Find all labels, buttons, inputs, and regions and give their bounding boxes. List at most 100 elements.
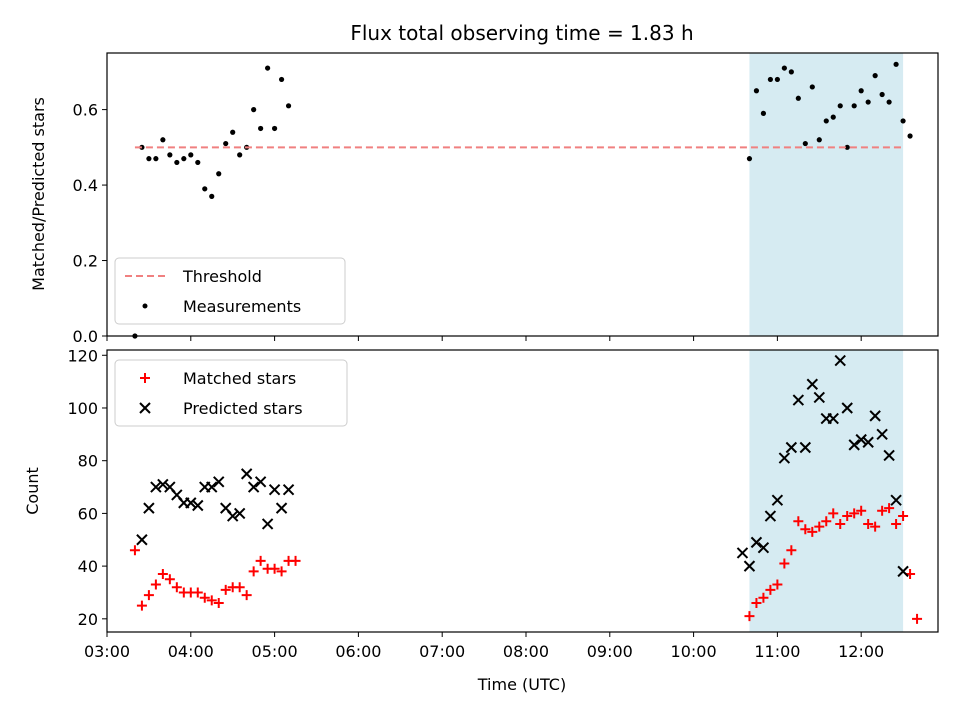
predicted-star-point: [848, 439, 860, 451]
bottom-x-tick-label: 12:00: [838, 642, 884, 661]
bottom-x-tick-label: 10:00: [671, 642, 717, 661]
matched-star-point: [751, 598, 762, 609]
measurement-point: [153, 156, 159, 162]
bottom-legend-box: [114, 359, 348, 427]
legend-measurements-swatch: [142, 303, 148, 309]
measurement-point: [278, 76, 285, 83]
top-legend: Threshold Measurements: [114, 257, 346, 325]
chart-title: Flux total observing time = 1.83 h: [350, 21, 693, 45]
measurement-point: [795, 95, 801, 101]
bottom-x-tick-label: 08:00: [503, 642, 549, 661]
bottom-y-ticks: 20 40 60 80 100 120: [67, 346, 107, 629]
measurement-point: [202, 186, 208, 192]
x-axis-label: Time (UTC): [477, 675, 566, 694]
predicted-star-point: [226, 510, 239, 522]
top-y-axis-label: Matched/Predicted stars: [29, 97, 48, 291]
matched-star-point: [129, 545, 140, 556]
measurement-point: [746, 156, 753, 162]
predicted-star-point: [883, 449, 895, 462]
matched-star-point: [856, 505, 867, 516]
predicted-star-point: [890, 494, 902, 506]
bottom-x-tick-label: 07:00: [419, 642, 465, 661]
measurement-point: [872, 73, 878, 79]
matched-star-point: [786, 545, 797, 556]
legend-matched-swatch: [140, 373, 150, 383]
bottom-y-tick-label: 80: [78, 452, 98, 471]
predicted-star-point: [827, 412, 839, 425]
predicted-star-point: [834, 354, 846, 367]
matched-star-point: [772, 579, 783, 590]
measurement-point: [767, 76, 774, 83]
bottom-legend: Matched stars Predicted stars: [114, 359, 348, 427]
predicted-star-point: [799, 441, 812, 454]
predicted-star-point: [136, 534, 148, 546]
matched-star-point: [269, 563, 280, 574]
measurement-point: [865, 99, 871, 105]
measurement-point: [174, 159, 180, 166]
matched-star-point: [213, 598, 224, 609]
matched-star-point: [199, 592, 210, 603]
measurement-point: [251, 107, 257, 113]
matched-star-point: [765, 584, 776, 595]
predicted-star-point: [764, 510, 777, 522]
measurement-point: [285, 103, 292, 109]
matched-star-point: [758, 592, 769, 603]
matched-star-point: [276, 566, 287, 577]
measurement-point: [216, 171, 222, 177]
bottom-plot-frame: [106, 349, 939, 633]
matched-star-point: [898, 511, 909, 522]
matched-star-point: [835, 518, 846, 529]
measurement-point: [188, 152, 194, 158]
bottom-x-tick-label: 05:00: [252, 642, 298, 661]
predicted-star-point: [876, 428, 888, 441]
predicted-star-point: [275, 502, 288, 514]
measurement-point: [230, 129, 236, 135]
predicted-star-point: [757, 541, 770, 554]
matched-star-point: [793, 516, 804, 527]
measurement-point: [753, 88, 760, 94]
measurement-point: [788, 69, 794, 75]
measurement-point: [893, 61, 899, 67]
predicted-star-point: [792, 394, 805, 406]
predicted-star-point: [254, 476, 267, 488]
matched-star-point: [206, 595, 217, 606]
top-y-tick-label: 0.0: [73, 327, 98, 346]
matched-star-point: [143, 590, 154, 601]
bottom-x-tick-label: 09:00: [587, 642, 633, 661]
measurement-point: [237, 152, 243, 158]
measurement-point: [258, 125, 264, 132]
measurement-point: [146, 156, 152, 162]
top-plot-frame: [106, 52, 939, 337]
legend-threshold-label: Threshold: [182, 267, 262, 286]
matched-star-point: [884, 503, 895, 514]
measurement-point: [209, 193, 215, 199]
bottom-x-tick-label: 06:00: [335, 642, 381, 661]
matched-star-point: [814, 521, 825, 532]
measurement-point: [837, 103, 843, 109]
matched-star-point: [171, 582, 182, 593]
measurement-point: [879, 91, 885, 98]
predicted-star-point: [143, 502, 155, 514]
bottom-panel: 20 40 60 80 100 120 03:00 04:00 05:00 06:00 07:00…: [23, 346, 939, 694]
matched-star-point: [164, 574, 175, 585]
bottom-y-tick-label: 60: [78, 504, 98, 523]
matched-star-point: [821, 516, 832, 527]
predicted-star-point: [240, 468, 253, 480]
matched-star-point: [248, 566, 259, 577]
predicted-star-point: [247, 481, 260, 493]
top-panel: 0.0 0.2 0.4 0.6 Matched/Predicted stars Thr…: [29, 52, 939, 346]
legend-predicted-swatch: [139, 402, 151, 414]
measurement-point: [886, 99, 892, 105]
measurement-point: [167, 152, 173, 158]
bottom-y-tick-label: 40: [78, 557, 98, 576]
top-x-ticks: [106, 336, 862, 341]
bottom-x-tick-label: 11:00: [754, 642, 800, 661]
predicted-star-point: [261, 518, 274, 530]
matched-star-point: [150, 579, 161, 590]
matched-star-point: [136, 600, 147, 611]
measurement-point: [907, 133, 913, 139]
predicted-star-point: [157, 478, 169, 491]
predicted-star-point: [897, 565, 909, 578]
bottom-y-tick-label: 100: [67, 399, 98, 418]
